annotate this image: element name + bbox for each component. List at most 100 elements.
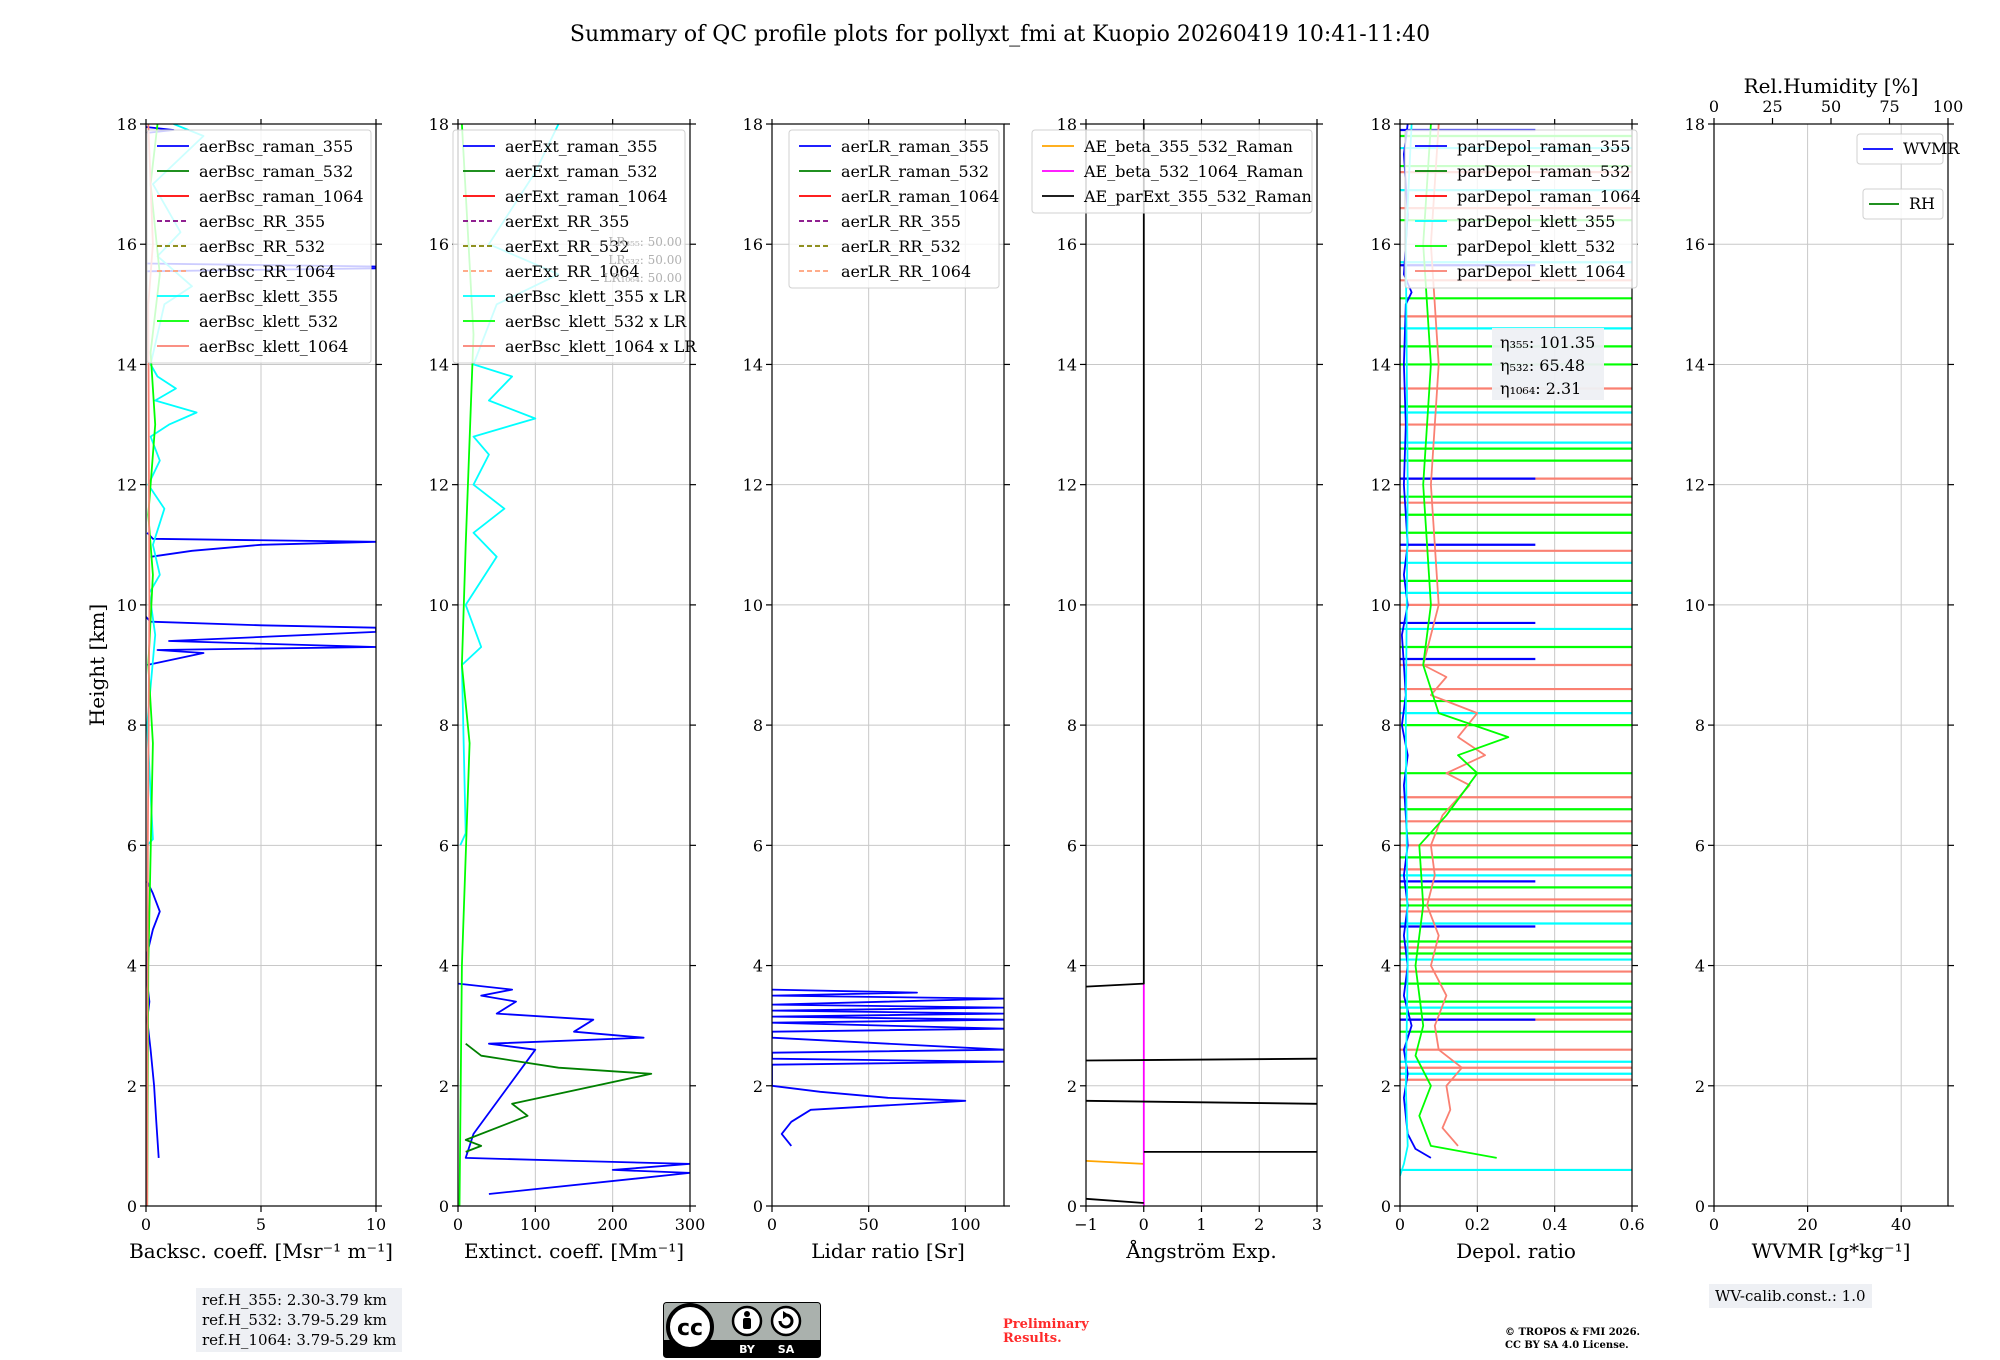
- y-tick-label: 18: [743, 115, 763, 134]
- legend-wv: WVMR RH: [1856, 133, 1960, 220]
- y-tick-label: 4: [127, 957, 137, 976]
- legend-label-aerLR_RR_355: aerLR_RR_355: [841, 212, 961, 231]
- legend-label-aerLR_raman_1064: aerLR_raman_1064: [841, 187, 999, 206]
- y-tick-label: 12: [1685, 476, 1705, 495]
- y-tick-label: 14: [743, 355, 763, 374]
- legend-label-aerBsc_RR_355: aerBsc_RR_355: [199, 212, 325, 231]
- legend-label-aerBsc_RR_1064: aerBsc_RR_1064: [199, 262, 335, 281]
- legend-box: [1404, 129, 1638, 289]
- y-tick-label: 14: [1371, 355, 1391, 374]
- legend-label-parDepol_klett_355: parDepol_klett_355: [1457, 212, 1615, 231]
- legend-label-aerExt_raman_532: aerExt_raman_532: [505, 162, 658, 181]
- legend-label-parDepol_klett_532: parDepol_klett_532: [1457, 237, 1615, 256]
- y-tick-label: 2: [1695, 1077, 1705, 1096]
- y-tick-label: 8: [1381, 716, 1391, 735]
- x-tick-label: 0.2: [1465, 1215, 1490, 1234]
- y-tick-label: 2: [1067, 1077, 1077, 1096]
- y-tick-label: 16: [1371, 235, 1391, 254]
- legend-box: [1031, 129, 1313, 214]
- by-attribution-body: [743, 1318, 751, 1329]
- eta-box: [1492, 328, 1604, 400]
- legend-box: [788, 129, 1000, 289]
- x-axis-label-ang: Ångström Exp.: [1125, 1238, 1276, 1263]
- panel-bsc: aerBsc_raman_355 aerBsc_raman_532 aerBsc_r…: [140, 119, 382, 1212]
- legend-label-AE_beta_532_1064_Raman: AE_beta_532_1064_Raman: [1083, 162, 1303, 181]
- x-axis-label-ext: Extinct. coeff. [Mm⁻¹]: [464, 1239, 684, 1263]
- y-tick-label: 14: [429, 355, 449, 374]
- copyright-note: © TROPOS & FMI 2026. CC BY SA 4.0 Licens…: [1505, 1326, 1640, 1352]
- legend-box: [146, 129, 372, 364]
- legend-label-aerExt_RR_532: aerExt_RR_532: [505, 237, 629, 256]
- legend-label-aerExt_raman_1064: aerExt_raman_1064: [505, 187, 668, 206]
- legend-label-parDepol_raman_1064: parDepol_raman_1064: [1457, 187, 1641, 206]
- sa-share-alike-icon: [770, 1305, 802, 1337]
- x-tick-label: 0: [1709, 1215, 1719, 1234]
- data-layer-lr: [772, 988, 1004, 1147]
- legend-label-aerBsc_raman_355: aerBsc_raman_355: [199, 137, 353, 156]
- x2-tick-label: 25: [1762, 97, 1782, 116]
- y-tick-label: 8: [127, 716, 137, 735]
- y-tick-label: 16: [429, 235, 449, 254]
- legend-label-aerLR_raman_355: aerLR_raman_355: [841, 137, 989, 156]
- x-tick-label: 100: [950, 1215, 981, 1234]
- data-layer-ang: [1086, 124, 1317, 1206]
- y-axis-label: Height [km]: [85, 604, 109, 726]
- legend-lr: aerLR_raman_355 aerLR_raman_532 aerLR_rama…: [788, 129, 1000, 289]
- legend-label-parDepol_raman_532: parDepol_raman_532: [1457, 162, 1630, 181]
- panel-ext: aerExt_raman_355 aerExt_raman_532 aerExt_r…: [452, 119, 697, 1212]
- ref-height-532: ref.H_532: 3.79-5.29 km: [202, 1311, 387, 1329]
- y-tick-label: 0: [753, 1197, 763, 1216]
- x-axis-label-depol: Depol. ratio: [1456, 1239, 1576, 1263]
- x-tick-label: 0.4: [1542, 1215, 1567, 1234]
- y-tick-label: 4: [1381, 957, 1391, 976]
- x-tick-label: 40: [1891, 1215, 1911, 1234]
- cc-sa-label: SA: [778, 1343, 795, 1356]
- y-tick-label: 18: [1371, 115, 1391, 134]
- y-tick-label: 10: [1371, 596, 1391, 615]
- y-tick-label: 10: [429, 596, 449, 615]
- y-tick-label: 10: [117, 596, 137, 615]
- y-tick-label: 4: [1067, 957, 1077, 976]
- x-tick-label: 300: [675, 1215, 706, 1234]
- legend-label-aerExt_RR_355: aerExt_RR_355: [505, 212, 629, 231]
- data-line-parDepol_klett_1064: [1422, 124, 1486, 1147]
- eta-label: η₅₃₂: 65.48: [1500, 356, 1585, 375]
- cc-by-sa-badge: cc BY SA: [663, 1302, 821, 1358]
- axes-frame-wv: [1713, 123, 1949, 1207]
- x-axis-label-wv: WVMR [g*kg⁻¹]: [1752, 1239, 1911, 1263]
- sa-share-alike-arrowhead: [783, 1311, 789, 1319]
- y-tick-label: 16: [117, 235, 137, 254]
- axes-frame-lr: [771, 123, 1005, 1207]
- lr-label: LR₁₀₆₄: 50.00: [604, 271, 682, 285]
- y-tick-label: 0: [1067, 1197, 1077, 1216]
- wv-calibration-box: WV-calib.const.: 1.0: [1709, 1284, 1872, 1308]
- x-tick-label: 200: [597, 1215, 628, 1234]
- x-tick-label: 0.6: [1619, 1215, 1644, 1234]
- y-tick-label: 10: [1057, 596, 1077, 615]
- x-tick-label: 0: [453, 1215, 463, 1234]
- x-tick-label: 0: [1139, 1215, 1149, 1234]
- x-axis-label-lr: Lidar ratio [Sr]: [811, 1239, 965, 1263]
- x-tick-label: 0: [767, 1215, 777, 1234]
- x-tick-label: 5: [256, 1215, 266, 1234]
- y-tick-label: 0: [439, 1197, 449, 1216]
- y-tick-label: 8: [1067, 716, 1077, 735]
- legend-depol: parDepol_raman_355 parDepol_raman_532 parD…: [1404, 129, 1641, 289]
- y-tick-label: 14: [117, 355, 137, 374]
- x2-tick-label: 50: [1821, 97, 1841, 116]
- x2-axis-label-wv: Rel.Humidity [%]: [1744, 74, 1919, 98]
- ref-height-1064: ref.H_1064: 3.79-5.29 km: [202, 1331, 397, 1349]
- eta-label: η₃₅₅: 101.35: [1500, 333, 1595, 352]
- axes-frame-ext: [457, 123, 691, 1207]
- legend-label-aerBsc_klett_532: aerBsc_klett_532: [199, 312, 338, 331]
- y-tick-label: 12: [1371, 476, 1391, 495]
- x2-tick-label: 100: [1933, 97, 1964, 116]
- lr-label: LR₃₅₅: 50.00: [608, 235, 682, 249]
- data-line-AE_parExt_355_532_Raman: [1086, 1057, 1317, 1062]
- y-tick-label: 6: [127, 836, 137, 855]
- y-tick-label: 2: [753, 1077, 763, 1096]
- legend-label-aerBsc_klett_1064: aerBsc_klett_1064: [199, 337, 348, 356]
- y-tick-label: 8: [1695, 716, 1705, 735]
- x-tick-label: 10: [366, 1215, 386, 1234]
